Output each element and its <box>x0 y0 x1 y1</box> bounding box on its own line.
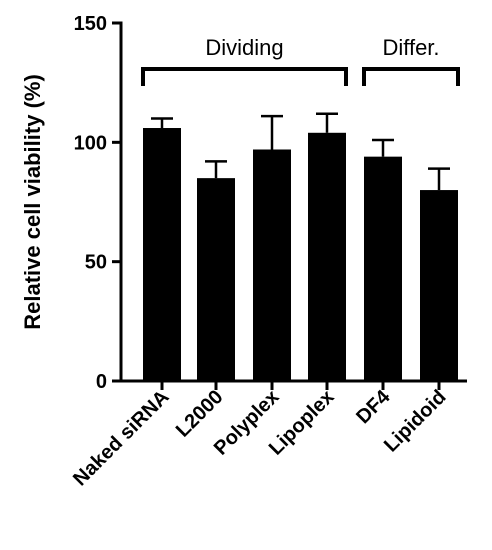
x-tick-label: L2000 <box>172 386 228 442</box>
x-tick-label: DF4 <box>352 385 395 428</box>
group-brackets: Dividing Differ. <box>141 35 460 86</box>
y-axis: 0 50 100 150 <box>74 13 123 393</box>
bars <box>143 128 458 381</box>
x-tick-label: Lipidoid <box>380 386 451 457</box>
y-axis-label: Relative cell viability (%) <box>20 74 45 330</box>
group-label: Differ. <box>382 35 439 60</box>
bar <box>420 190 458 381</box>
group-label: Dividing <box>205 35 283 60</box>
y-tick-label: 150 <box>74 13 107 35</box>
y-tick-label: 0 <box>96 371 107 393</box>
y-tick-label: 100 <box>74 132 107 154</box>
bar <box>364 156 402 381</box>
bar <box>197 178 235 381</box>
bar <box>253 149 291 381</box>
y-tick-label: 50 <box>85 252 107 274</box>
bar <box>143 128 181 381</box>
group-bracket <box>362 67 460 86</box>
group-bracket <box>141 67 348 86</box>
bar <box>308 132 346 381</box>
x-tick-label: Naked siRNA <box>69 386 173 490</box>
error-bars <box>151 112 450 191</box>
